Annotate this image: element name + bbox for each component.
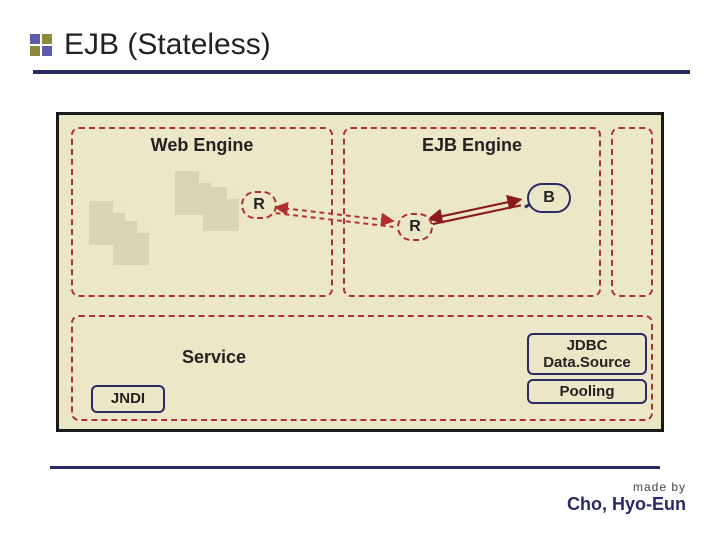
ejb-engine-box: EJB Engine <box>343 127 601 297</box>
footer-credit: made by Cho, Hyo-Eun <box>567 480 686 515</box>
author-name: Cho, Hyo-Eun <box>567 494 686 515</box>
jdbc-datasource-box: JDBC Data.Source <box>527 333 647 375</box>
made-by-label: made by <box>567 480 686 494</box>
jdbc-group: JDBC Data.Source Pooling <box>527 333 647 404</box>
jndi-box: JNDI <box>91 385 165 413</box>
service-label: Service <box>89 347 339 368</box>
title-underline <box>33 70 690 74</box>
web-engine-label: Web Engine <box>73 135 331 156</box>
node-b: B <box>527 183 571 213</box>
document-icon <box>203 187 239 231</box>
title-bar: EJB (Stateless) <box>30 20 690 70</box>
document-icon <box>113 221 149 265</box>
ejb-engine-label: EJB Engine <box>345 135 599 156</box>
slide-title: EJB (Stateless) <box>64 28 271 62</box>
node-r2: R <box>397 213 433 241</box>
pooling-box: Pooling <box>527 379 647 404</box>
node-r1: R <box>241 191 277 219</box>
title-decor-blocks <box>30 34 52 56</box>
right-side-box <box>611 127 653 297</box>
bottom-rule <box>50 466 660 469</box>
diagram-frame: Web Engine EJB Engine Service R R B JNDI… <box>56 112 664 432</box>
